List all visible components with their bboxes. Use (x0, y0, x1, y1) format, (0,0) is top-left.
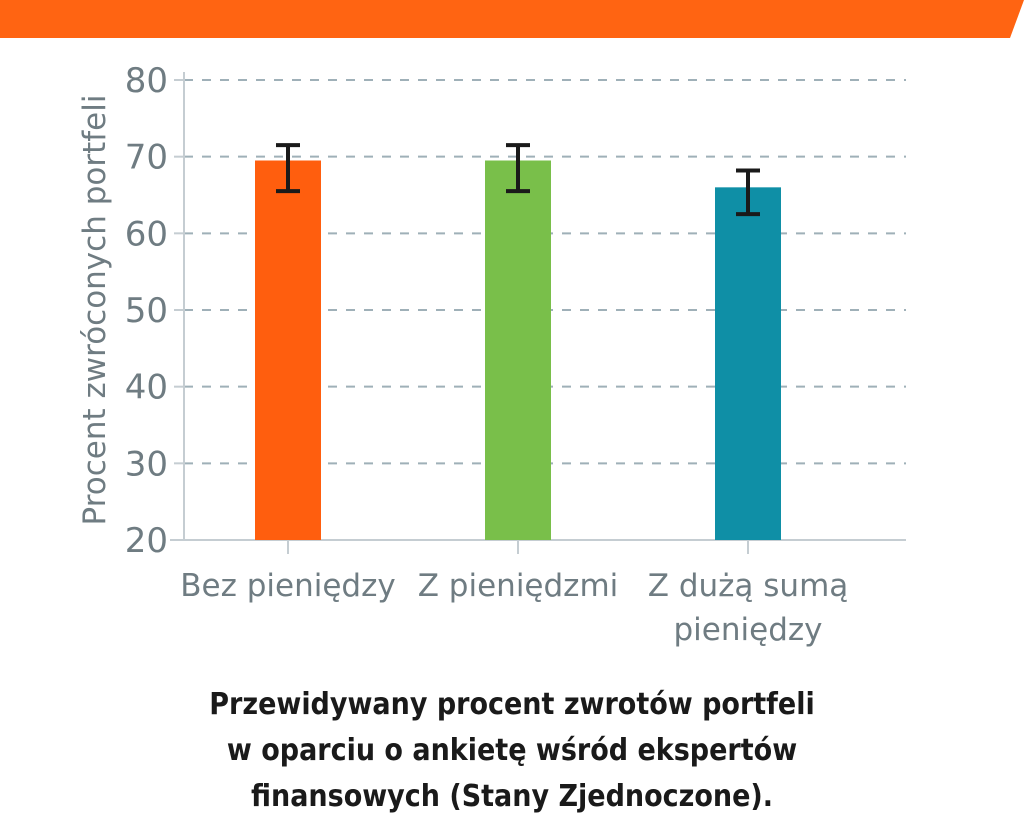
y-axis-label: Procent zwróconych portfeli (77, 95, 113, 526)
y-tick-label-60: 60 (125, 214, 168, 254)
x-tick-labels: Bez pieniędzy Z pieniędzmi Z dużą sumą pien… (180, 568, 848, 648)
caption-line-2: w oparciu o ankietę wśród ekspertów (226, 733, 798, 768)
bar-2 (485, 160, 551, 540)
bars (255, 160, 781, 541)
y-tick-labels: 20 30 40 50 60 70 80 (125, 61, 168, 561)
y-tick-label-50: 50 (125, 291, 168, 331)
bar-1 (255, 160, 321, 540)
x-tick-label-2-line-1: Z pieniędzmi (418, 568, 619, 604)
header-band (0, 0, 1024, 38)
y-tick-label-40: 40 (125, 368, 168, 408)
y-tick-label-80: 80 (125, 61, 168, 101)
y-tick-label-70: 70 (125, 138, 168, 178)
y-tick-label-20: 20 (125, 521, 168, 561)
y-tick-label-30: 30 (125, 444, 168, 484)
x-tick-label-3-line-1: Z dużą sumą (648, 568, 849, 604)
chart-caption: Przewidywany procent zwrotów portfeli w … (0, 682, 1024, 820)
bar-3 (715, 187, 781, 541)
x-tick-label-3-line-2: pieniędzy (674, 612, 823, 648)
x-tick-label-1-line-1: Bez pieniędzy (180, 568, 395, 604)
header-band-shape (0, 0, 1024, 38)
caption-line-3: finansowych (Stany Zjednoczone). (250, 779, 774, 814)
error-bars (276, 143, 760, 217)
caption-line-1: Przewidywany procent zwrotów portfeli (209, 687, 815, 722)
